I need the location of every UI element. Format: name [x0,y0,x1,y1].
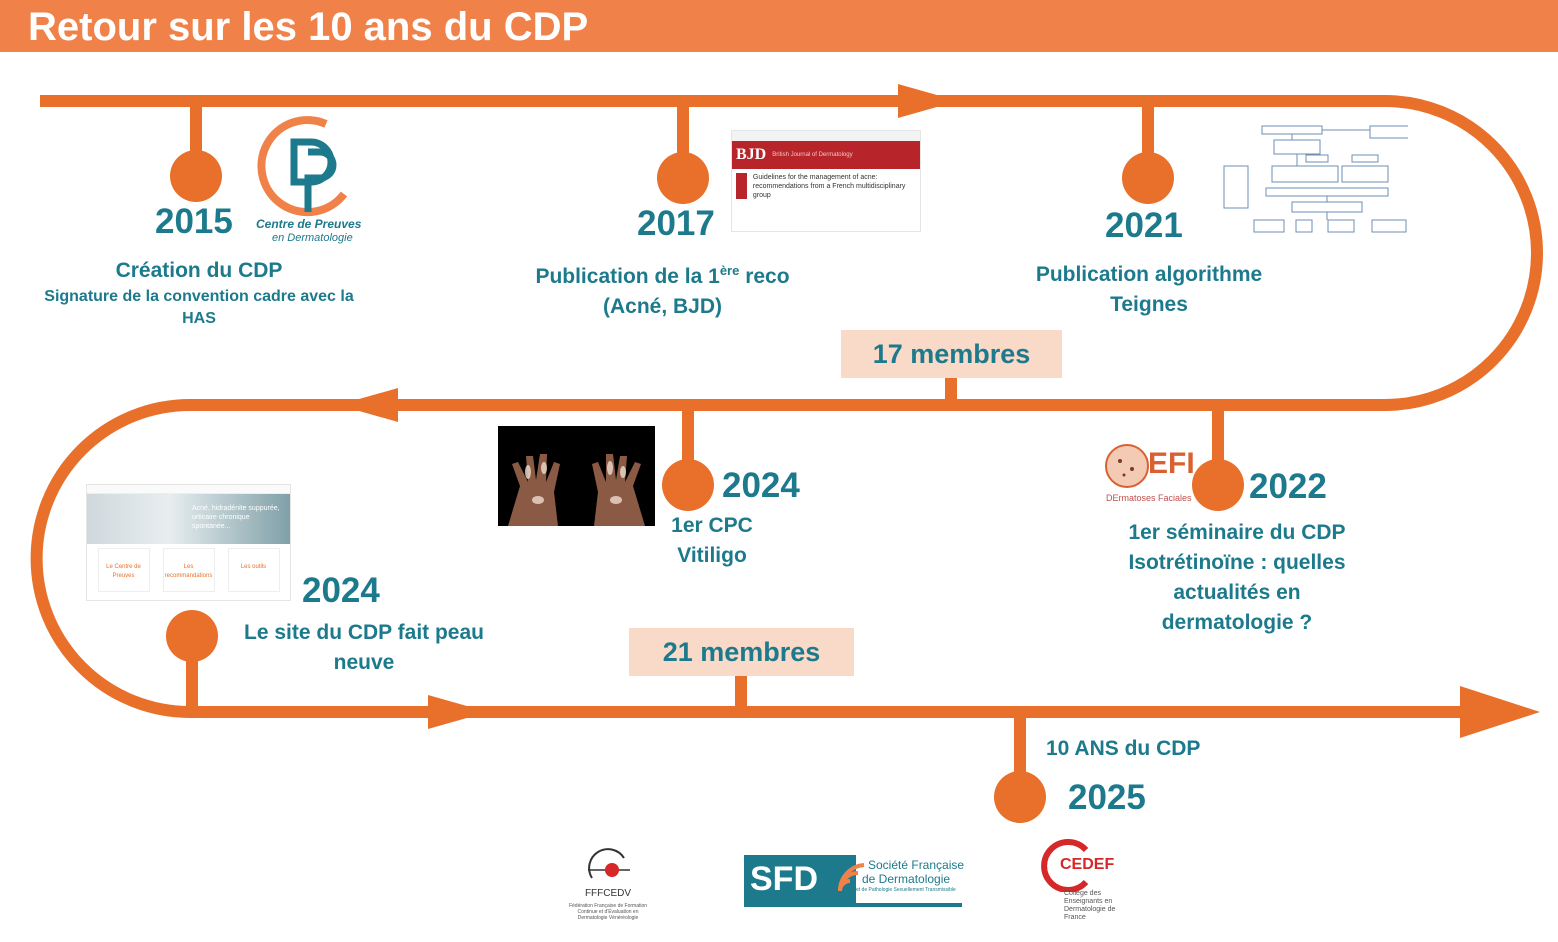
event-2022-line4: dermatologie ? [1161,611,1313,634]
sfd-line2: de Dermatologie [862,872,951,886]
arrow-end [1460,686,1540,738]
year-2017: 2017 [637,204,715,243]
site-card-outils: Les outils [227,548,280,592]
cedef-logo: CEDEF Collège des Enseignants en Dermato… [1040,838,1124,926]
cdp-logo: Centre de Preuves en Dermatologie [256,112,366,247]
site-card-recos: Les recommandations [162,548,215,592]
sfd-wave-icon [837,863,865,892]
cdp-logo-mark [257,116,348,217]
event-2015: Création du CDP Signature de la conventi… [40,256,358,330]
cdp-website-thumbnail: Acné, hidradénite suppurée, urticaire ch… [86,484,291,601]
event-2024-site-line1: Le site du CDP fait peau [244,621,484,644]
site-card-centre: Le Centre de Preuves [97,548,150,592]
event-2022: 1er séminaire du CDP Isotrétinoïne : que… [1087,518,1387,638]
event-2017-title-sup: ère [719,263,740,278]
fffcedv-mark-icon [588,848,630,879]
event-2021: Publication algorithme Teignes [990,260,1308,320]
event-2021-line1: Publication algorithme [1035,263,1263,286]
event-2017: Publication de la 1ère reco (Acné, BJD) [505,256,820,322]
site-headline: Acné, hidradénite suppurée, urticaire ch… [192,505,280,530]
dot-2024-site [166,610,218,662]
defi-subtitle: DErmatoses Faciales [1106,493,1192,503]
dot-2022 [1192,459,1244,511]
event-2015-subtitle: Signature de la convention cadre avec la… [44,288,354,327]
dot-2024-cpc [662,459,714,511]
sfd-line1: Société Française [868,858,965,872]
cdp-logo-subtext: en Dermatologie [272,232,353,244]
dot-2021 [1122,152,1174,204]
event-2017-title-suffix: reco [739,265,790,288]
fffcedv-name: FFFCEDV [584,888,632,899]
event-2022-line1: 1er séminaire du CDP [1128,521,1346,544]
event-2017-title-prefix: Publication de la 1 [535,265,720,288]
event-2024-site-line2: neuve [333,651,395,674]
hands-image-icon [508,454,645,526]
cedef-subtitle: Collège des Enseignants en Dermatologie … [1064,890,1116,921]
year-2015: 2015 [155,202,233,241]
arrow-left-middle [338,388,398,422]
vitiligo-hands-photo [498,426,655,526]
dot-2015 [170,150,222,202]
bjd-cover [736,173,747,199]
bjd-article-thumbnail: BJD British Journal of Dermatology Guide… [731,130,921,232]
year-2021: 2021 [1105,206,1183,245]
sfd-logo: SFD Société Française de Dermatologie et… [744,855,965,909]
header-bar [0,0,1558,52]
defi-face-icon [1105,444,1149,488]
algorithm-flowchart-icon [1223,125,1423,233]
year-2024-site: 2024 [302,571,380,610]
defi-logo: EFI DErmatoses Faciales [1104,443,1195,509]
page-title: Retour sur les 10 ans du CDP [28,5,589,49]
year-2025: 2025 [1068,778,1146,817]
event-2022-line2: Isotrétinoïne : quelles [1128,551,1346,574]
event-2022-line3: actualités en [1173,581,1301,604]
bjd-journal-name: British Journal of Dermatology [772,151,853,158]
dot-2025 [994,771,1046,823]
event-2024-site: Le site du CDP fait peau neuve [222,618,506,678]
cedef-ring-icon [1041,839,1089,892]
sfd-line3: et de Pathologie Sexuellement Transmissi… [856,887,956,893]
arrow-right-top [898,84,958,118]
fffcedv-subtitle: Fédération Française de Formation Contin… [568,903,648,921]
members-badge-17: 17 membres [841,330,1062,378]
cdp-logo-text: Centre de Preuves [256,217,362,231]
event-2017-line2: (Acné, BJD) [602,295,723,318]
teignes-algorithm-thumbnail [1222,122,1423,236]
event-2024-cpc-line2: Vitiligo [677,544,747,567]
dot-2017 [657,152,709,204]
event-2025: 10 ANS du CDP [1046,737,1201,760]
fffcedv-logo: FFFCEDV Fédération Française de Formatio… [562,848,654,924]
event-2024-cpc-line1: 1er CPC [671,514,753,537]
year-2022: 2022 [1249,467,1327,506]
event-2015-title: Création du CDP [115,259,283,282]
event-2021-line2: Teignes [1110,293,1188,316]
sfd-underline [744,903,962,907]
arrow-right-bottom [428,695,488,729]
year-2024-cpc: 2024 [722,466,800,505]
cedef-abbr: CEDEF [1060,856,1115,873]
members-badge-21: 21 membres [629,628,854,676]
sfd-abbr: SFD [744,855,856,903]
event-2024-cpc: 1er CPC Vitiligo [652,511,772,571]
bjd-article-title: Guidelines for the management of acne: r… [752,174,906,199]
defi-word: EFI [1148,447,1195,480]
bjd-brand: BJD [736,146,767,163]
